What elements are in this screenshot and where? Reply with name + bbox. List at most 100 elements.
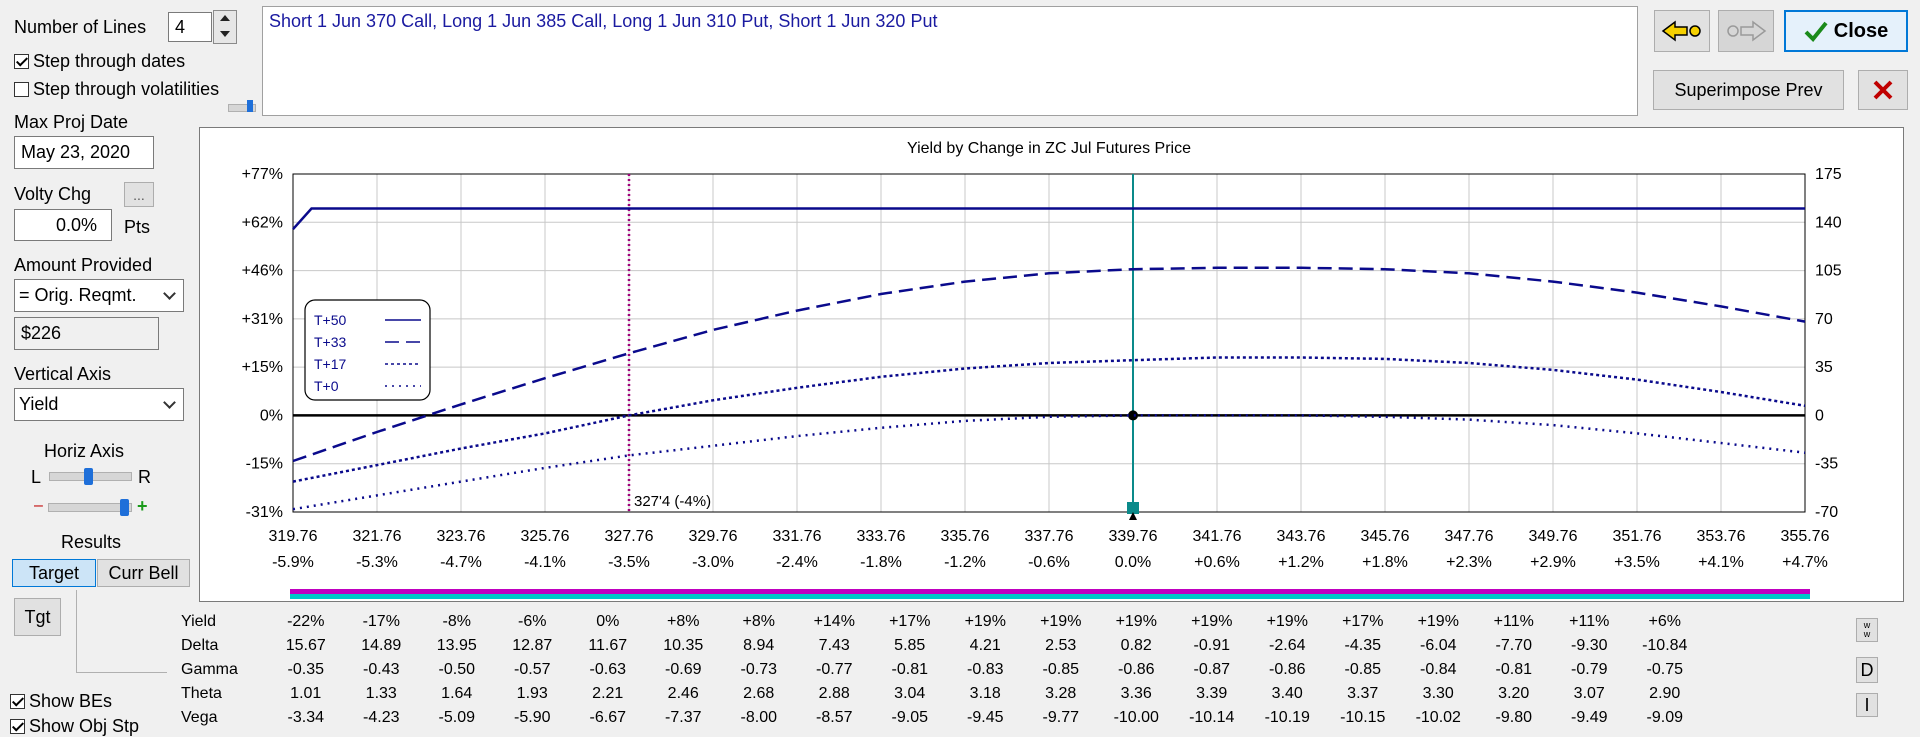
x-tick-label: 335.76 (941, 528, 990, 545)
volty-chg-input[interactable]: 0.0% (14, 209, 112, 241)
results-panel (76, 590, 167, 673)
x-tick-label: 321.76 (353, 528, 402, 545)
greek-value: 2.88 (818, 685, 850, 702)
zoom-plus-icon: + (137, 496, 148, 516)
show-bes-checkbox[interactable]: Show BEs (10, 691, 112, 712)
checkbox-checked-icon[interactable] (10, 719, 25, 734)
volty-chg-button[interactable]: ... (124, 182, 154, 207)
step-vols-checkbox[interactable]: Step through volatilities (14, 79, 219, 100)
series-line-tplus50 (292, 207, 1805, 231)
superimpose-prev-button[interactable]: Superimpose Prev (1653, 70, 1844, 110)
zoom-slider[interactable] (48, 503, 132, 512)
tab-curr-bell[interactable]: Curr Bell (97, 559, 190, 587)
y-right-tick-label: -70 (1815, 504, 1838, 521)
horiz-l-label: L (31, 467, 42, 487)
greek-value: -0.73 (740, 661, 777, 678)
results-label: Results (61, 532, 122, 552)
greek-value: -5.09 (438, 709, 475, 726)
x-pct-tick-label: -1.2% (944, 554, 986, 571)
arrow-right-icon (1727, 20, 1767, 42)
y-left-tick-label: 0% (260, 407, 283, 424)
step-dates-checkbox[interactable]: Step through dates (14, 51, 185, 72)
x-pct-tick-label: -3.5% (608, 554, 650, 571)
greek-value: 2.53 (1045, 637, 1077, 654)
position-description-textarea[interactable]: Short 1 Jun 370 Call, Long 1 Jun 385 Cal… (262, 6, 1638, 116)
greek-value: +19% (1266, 613, 1308, 630)
greek-value: -10.19 (1264, 709, 1310, 726)
i-button[interactable]: I (1856, 693, 1878, 717)
mini-slider[interactable] (228, 100, 256, 112)
greek-value: -7.37 (665, 709, 702, 726)
chart-title: Yield by Change in ZC Jul Futures Price (907, 140, 1191, 157)
x-tick-label: 339.76 (1109, 528, 1158, 545)
vertical-axis-select[interactable]: Yield (14, 388, 184, 421)
greek-value: -0.50 (438, 661, 475, 678)
current-price-marker[interactable] (1127, 502, 1139, 514)
number-of-lines-spinner[interactable] (213, 10, 237, 44)
greek-value: -0.85 (1042, 661, 1079, 678)
checkbox-checked-icon[interactable] (14, 54, 29, 69)
greek-value: -0.57 (514, 661, 551, 678)
greek-value: -0.84 (1420, 661, 1457, 678)
greek-name: Vega (181, 709, 218, 726)
greek-value: -9.45 (967, 709, 1004, 726)
greek-value: -17% (362, 613, 400, 630)
greek-value: -6.67 (589, 709, 626, 726)
x-pct-tick-label: +4.1% (1698, 554, 1744, 571)
greek-value: 1.01 (290, 685, 322, 702)
close-button[interactable]: Close (1784, 10, 1908, 52)
max-proj-date-input[interactable]: May 23, 2020 (14, 136, 154, 169)
horiz-axis-slider-thumb[interactable] (84, 468, 93, 485)
chevron-down-icon[interactable] (163, 396, 176, 409)
legend-label: T+0 (314, 378, 339, 394)
chevron-down-icon[interactable] (163, 287, 176, 300)
greek-name: Delta (181, 637, 219, 654)
zoom-slider-thumb[interactable] (120, 499, 129, 516)
greek-value: 15.67 (285, 637, 326, 654)
x-pct-tick-label: +0.6% (1194, 554, 1240, 571)
yield-chart[interactable]: Yield by Change in ZC Jul Futures Price 3… (200, 128, 1903, 601)
greek-value: -0.63 (589, 661, 626, 678)
greek-value: 1.93 (516, 685, 548, 702)
amount-provided-select[interactable]: = Orig. Reqmt. (14, 279, 184, 312)
current-price-triangle-icon (1129, 512, 1137, 520)
show-obj-stp-checkbox[interactable]: Show Obj Stp (10, 716, 139, 737)
d-button[interactable]: D (1856, 657, 1878, 683)
x-pct-tick-label: -3.0% (692, 554, 734, 571)
greek-value: -0.79 (1571, 661, 1608, 678)
volty-chg-unit: Pts (124, 217, 151, 237)
close-button-label: Close (1833, 19, 1889, 42)
plot-area-border (292, 173, 1806, 513)
number-of-lines-input[interactable]: 4 (168, 12, 212, 42)
table-row: Vega -3.34 -4.23 -5.09 -5.90 -6.67 -7.37 -8.00 -… (168, 706, 1703, 730)
greek-value: 1.33 (365, 685, 397, 702)
greek-value: 2.90 (1649, 685, 1681, 702)
x-pct-tick-label: +2.9% (1530, 554, 1576, 571)
x-tick-label: 349.76 (1529, 528, 1578, 545)
greek-value: 3.37 (1347, 685, 1379, 702)
x-pct-tick-label: -5.3% (356, 554, 398, 571)
checkbox-unchecked-icon[interactable] (14, 82, 29, 97)
forward-button[interactable] (1718, 10, 1774, 52)
x-tick-label: 331.76 (773, 528, 822, 545)
x-tick-label: 347.76 (1445, 528, 1494, 545)
checkbox-checked-icon[interactable] (10, 694, 25, 709)
spin-up-icon[interactable] (220, 15, 230, 21)
greek-value: -9.49 (1571, 709, 1608, 726)
x-tick-label: 341.76 (1193, 528, 1242, 545)
mini-slider-thumb[interactable] (247, 100, 253, 112)
tgt-button[interactable]: Tgt (14, 598, 61, 636)
spin-down-icon[interactable] (220, 31, 230, 37)
greek-value: 13.95 (436, 637, 477, 654)
greek-value: 3.07 (1573, 685, 1605, 702)
delete-button[interactable] (1858, 70, 1908, 110)
x-tick-label: 327.76 (605, 528, 654, 545)
tab-target[interactable]: Target (12, 559, 96, 587)
back-button[interactable] (1654, 10, 1710, 52)
greek-name: Theta (181, 685, 222, 702)
step-vols-label: Step through volatilities (33, 79, 220, 99)
x-pct-tick-label: +1.8% (1362, 554, 1408, 571)
y-left-tick-label: -31% (246, 504, 283, 521)
x-pct-tick-label: +1.2% (1278, 554, 1324, 571)
